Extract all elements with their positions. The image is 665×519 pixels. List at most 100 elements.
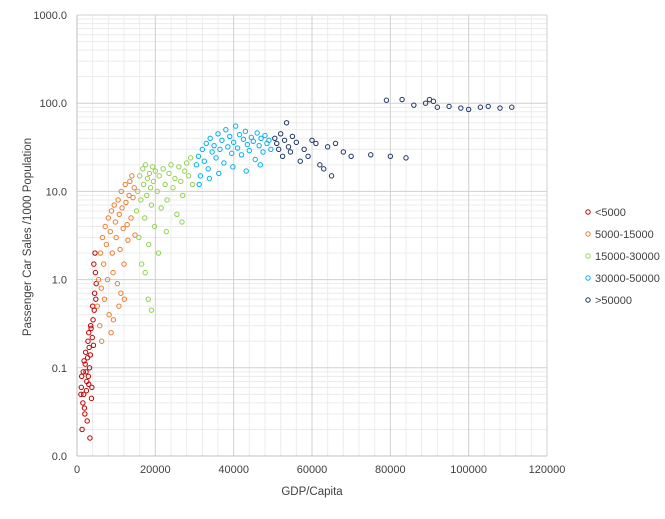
data-point <box>154 188 160 195</box>
data-point <box>121 296 128 302</box>
data-point <box>262 132 268 139</box>
data-point <box>84 418 90 424</box>
data-point <box>86 344 92 351</box>
legend-marker <box>585 253 591 259</box>
data-point <box>244 141 251 148</box>
data-point <box>162 181 168 188</box>
data-point <box>90 317 96 323</box>
data-point <box>103 241 110 248</box>
series-4 <box>272 96 515 179</box>
data-point <box>95 276 102 283</box>
data-point <box>81 358 87 364</box>
data-point <box>97 323 103 329</box>
data-point <box>144 192 150 199</box>
data-point <box>144 175 151 182</box>
data-point <box>196 181 202 188</box>
data-point <box>178 178 184 185</box>
x-tick-label: 120000 <box>529 464 566 476</box>
data-point <box>411 102 417 108</box>
x-tick-label: 60000 <box>297 464 328 476</box>
data-point <box>112 219 119 225</box>
x-tick-label: 40000 <box>218 464 249 476</box>
data-point <box>207 135 213 141</box>
data-point <box>174 211 180 218</box>
y-tick-label: 0.0 <box>52 451 67 463</box>
data-point <box>136 173 143 179</box>
data-point <box>101 296 108 302</box>
data-point <box>340 149 347 155</box>
data-point <box>80 369 86 375</box>
data-point <box>80 400 86 406</box>
data-point <box>158 205 164 211</box>
data-point <box>170 185 176 191</box>
data-point <box>129 173 135 179</box>
data-point <box>180 192 186 199</box>
data-point <box>283 120 290 126</box>
data-point <box>82 361 88 367</box>
data-point <box>266 137 272 143</box>
data-point <box>88 325 94 332</box>
data-point <box>113 234 119 241</box>
data-point <box>258 135 264 141</box>
data-point <box>126 192 132 199</box>
data-point <box>115 197 121 203</box>
data-point <box>485 103 491 110</box>
data-point <box>199 146 206 153</box>
x-tick-label: 20000 <box>140 464 171 476</box>
data-point <box>348 153 354 160</box>
data-point <box>213 155 219 161</box>
data-point <box>106 311 112 318</box>
data-point <box>193 162 200 168</box>
data-point <box>83 388 90 394</box>
x-tick-label: 100000 <box>450 464 487 476</box>
data-point <box>128 215 134 221</box>
data-point <box>98 285 104 291</box>
data-point <box>458 105 464 111</box>
data-point <box>108 330 114 336</box>
data-point <box>110 317 117 323</box>
data-point <box>163 228 170 235</box>
data-point <box>187 155 194 161</box>
data-point <box>116 303 122 309</box>
data-point <box>88 323 94 329</box>
data-point <box>78 384 85 391</box>
data-point <box>229 150 235 157</box>
data-point <box>234 145 241 151</box>
data-point <box>86 365 93 371</box>
axes: 0 20000 40000 60000 80000 100000 120000 0.0 0.1 1… <box>33 10 565 476</box>
data-point <box>328 173 335 179</box>
data-point <box>250 138 256 144</box>
data-point <box>135 188 141 195</box>
data-point <box>287 149 294 155</box>
data-point <box>152 168 159 174</box>
data-point <box>114 280 121 287</box>
legend-label: 30000-50000 <box>595 273 660 285</box>
legend-marker <box>585 209 591 215</box>
data-point <box>145 296 151 302</box>
data-point <box>94 303 101 309</box>
data-point <box>223 127 229 133</box>
data-point <box>277 131 284 137</box>
data-point <box>86 330 92 336</box>
data-point <box>324 144 331 150</box>
data-point <box>434 104 441 110</box>
data-point <box>133 208 140 214</box>
data-point <box>140 181 147 188</box>
data-point <box>140 166 146 172</box>
data-point <box>230 139 237 146</box>
data-point <box>252 156 258 163</box>
data-point <box>195 153 202 160</box>
data-point <box>142 269 148 276</box>
y-tick-label: 10.0 <box>46 186 67 198</box>
data-point <box>136 234 142 241</box>
data-point <box>108 208 115 214</box>
data-point <box>268 146 274 153</box>
data-point <box>285 144 292 150</box>
data-point <box>289 133 296 140</box>
data-points <box>78 96 515 441</box>
x-tick-label: 80000 <box>375 464 406 476</box>
data-point <box>332 140 339 147</box>
data-point <box>189 181 196 188</box>
data-point <box>87 435 93 441</box>
